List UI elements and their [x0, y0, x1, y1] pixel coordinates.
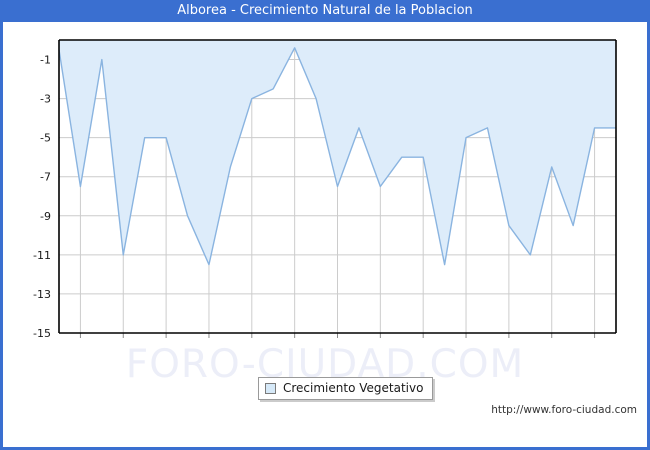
legend-item-label: Crecimiento Vegetativo: [283, 381, 424, 395]
window-title: Alborea - Crecimiento Natural de la Pobl…: [0, 0, 650, 22]
source-url: http://www.foro-ciudad.com: [491, 404, 637, 416]
svg-text:-1: -1: [40, 54, 51, 67]
population-growth-chart: -1-3-5-7-9-11-13-15199820002002200420062…: [33, 39, 617, 340]
legend-swatch-icon: [265, 382, 276, 394]
svg-text:-11: -11: [33, 249, 51, 262]
svg-text:-15: -15: [33, 327, 51, 340]
chart-legend[interactable]: Crecimiento Vegetativo: [258, 377, 434, 400]
chart-area: FORO-CIUDAD.COM -1-3-5-7-9-11-13-1519982…: [3, 22, 647, 447]
svg-text:-7: -7: [40, 171, 51, 184]
svg-text:-5: -5: [40, 132, 51, 145]
svg-text:-9: -9: [40, 210, 51, 223]
svg-text:-3: -3: [40, 93, 51, 106]
svg-text:-13: -13: [33, 288, 51, 301]
